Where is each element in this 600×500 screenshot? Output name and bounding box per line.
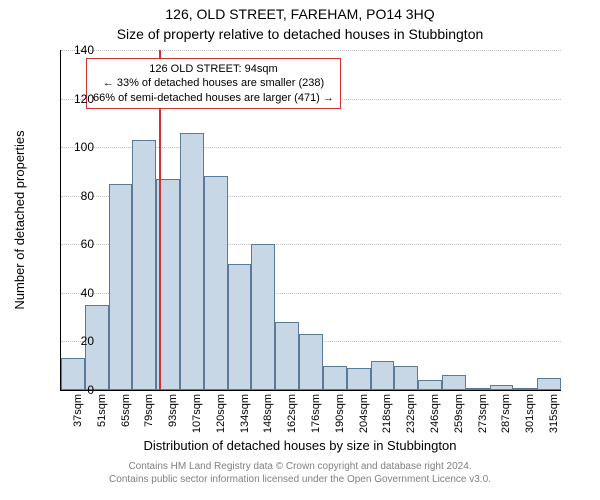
footer-credits: Contains HM Land Registry data © Crown c… (0, 460, 600, 486)
histogram-bar (490, 385, 514, 390)
x-tick-label: 93sqm (167, 394, 179, 427)
x-tick-label: 107sqm (191, 394, 203, 433)
y-tick-label: 0 (87, 383, 94, 397)
annotation-line1: 126 OLD STREET: 94sqm (93, 62, 334, 76)
x-axis-label: Distribution of detached houses by size … (0, 438, 600, 453)
x-tick-label: 79sqm (143, 394, 155, 427)
x-tick-label: 190sqm (334, 394, 346, 433)
x-tick-label: 287sqm (500, 394, 512, 433)
x-tick-label: 232sqm (405, 394, 417, 433)
y-tick-label: 140 (74, 43, 94, 57)
y-axis-label: Number of detached properties (12, 130, 27, 309)
histogram-bar (275, 322, 299, 390)
histogram-bar (442, 375, 466, 390)
histogram-bar (537, 378, 561, 390)
x-tick-label: 37sqm (72, 394, 84, 427)
histogram-bar (513, 388, 537, 390)
x-tick-label: 218sqm (381, 394, 393, 433)
footer-line1: Contains HM Land Registry data © Crown c… (0, 460, 600, 473)
histogram-bar (132, 140, 156, 390)
annotation-line3: 66% of semi-detached houses are larger (… (93, 91, 334, 105)
x-tick-label: 120sqm (215, 394, 227, 433)
y-tick-label: 40 (81, 286, 94, 300)
footer-line2: Contains public sector information licen… (0, 473, 600, 486)
x-tick-label: 162sqm (286, 394, 298, 433)
x-tick-label: 51sqm (96, 394, 108, 427)
histogram-bar (228, 264, 252, 390)
x-tick-label: 176sqm (310, 394, 322, 433)
x-tick-label: 148sqm (262, 394, 274, 433)
histogram-bar (299, 334, 323, 390)
histogram-bar (466, 388, 490, 390)
histogram-bar (61, 358, 85, 390)
histogram-bar (394, 366, 418, 390)
histogram-bar (180, 133, 204, 390)
x-tick-label: 259sqm (453, 394, 465, 433)
histogram-bar (251, 244, 275, 390)
y-tick-label: 20 (81, 334, 94, 348)
y-tick-label: 100 (74, 140, 94, 154)
page-title-line1: 126, OLD STREET, FAREHAM, PO14 3HQ (0, 6, 600, 22)
y-tick-label: 120 (74, 92, 94, 106)
x-tick-label: 315sqm (548, 394, 560, 433)
histogram-bar (347, 368, 371, 390)
gridline (61, 50, 561, 51)
x-tick-label: 65sqm (120, 394, 132, 427)
x-tick-label: 301sqm (524, 394, 536, 433)
histogram-bar (204, 176, 228, 390)
histogram-bar (323, 366, 347, 390)
y-tick-label: 80 (81, 189, 94, 203)
histogram-plot: 126 OLD STREET: 94sqm ← 33% of detached … (60, 50, 561, 391)
page-title-line2: Size of property relative to detached ho… (0, 26, 600, 42)
histogram-bar (418, 380, 442, 390)
histogram-bar (109, 184, 133, 390)
annotation-box: 126 OLD STREET: 94sqm ← 33% of detached … (86, 58, 341, 109)
x-tick-label: 273sqm (477, 394, 489, 433)
x-tick-label: 204sqm (358, 394, 370, 433)
histogram-bar (371, 361, 395, 390)
annotation-line2: ← 33% of detached houses are smaller (23… (93, 76, 334, 90)
y-tick-label: 60 (81, 237, 94, 251)
x-tick-label: 134sqm (239, 394, 251, 433)
x-tick-label: 246sqm (429, 394, 441, 433)
